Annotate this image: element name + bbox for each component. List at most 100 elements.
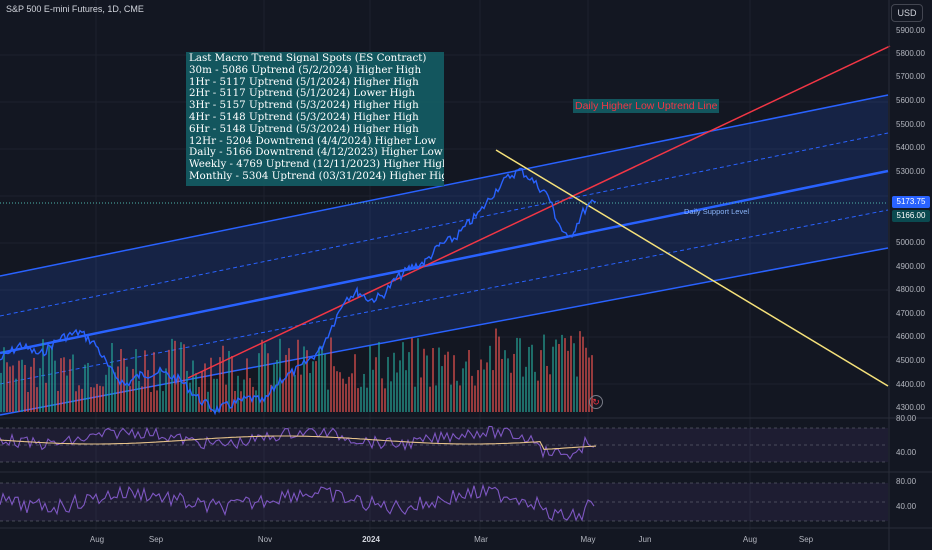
volume-bar bbox=[240, 391, 242, 412]
volume-bar bbox=[393, 352, 395, 412]
volume-bar bbox=[204, 363, 206, 412]
info-box-heading: Last Macro Trend Signal Spots (ES Contra… bbox=[189, 52, 427, 64]
volume-bar bbox=[486, 362, 488, 412]
last-price-tag: 5173.75 bbox=[892, 196, 930, 208]
volume-bar bbox=[360, 386, 362, 412]
volume-bar bbox=[477, 370, 479, 412]
volume-bar bbox=[264, 343, 266, 412]
price-axis-tick: 4900.00 bbox=[896, 262, 925, 271]
volume-bar bbox=[330, 337, 332, 412]
volume-bar bbox=[162, 391, 164, 412]
volume-bar bbox=[117, 366, 119, 412]
channel-upper-line[interactable] bbox=[0, 94, 889, 277]
indicator-pane-1[interactable] bbox=[0, 417, 932, 463]
volume-bar bbox=[414, 386, 416, 412]
volume-bar bbox=[549, 374, 551, 412]
volume-bar bbox=[399, 360, 401, 412]
volume-bar bbox=[120, 349, 122, 412]
volume-bar bbox=[141, 386, 143, 412]
volume-bar bbox=[453, 355, 455, 412]
volume-bar bbox=[261, 339, 263, 412]
volume-bar bbox=[27, 391, 29, 412]
price-axis-tick: 4500.00 bbox=[896, 356, 925, 365]
volume-bar bbox=[171, 338, 173, 412]
macro-trend-info-box[interactable]: Last Macro Trend Signal Spots (ES Contra… bbox=[186, 52, 444, 186]
trend-line-label[interactable]: Daily Higher Low Uptrend Line bbox=[573, 99, 720, 113]
volume-bar bbox=[246, 358, 248, 412]
time-axis-tick: Jun bbox=[638, 535, 652, 544]
volume-bar bbox=[210, 357, 212, 412]
volume-bar bbox=[573, 343, 575, 412]
higher-low-uptrend-line[interactable] bbox=[187, 45, 891, 379]
volume-bar bbox=[102, 386, 104, 412]
volume-bar bbox=[144, 350, 146, 412]
volume-bar bbox=[441, 366, 443, 412]
volume-bar bbox=[216, 378, 218, 412]
volume-bar bbox=[333, 366, 335, 412]
volume-bar bbox=[75, 391, 77, 412]
time-axis-tick: Nov bbox=[257, 535, 273, 544]
volume-bar bbox=[465, 361, 467, 412]
volume-bar bbox=[411, 338, 413, 412]
volume-bar bbox=[324, 354, 326, 412]
symbol-title[interactable]: S&P 500 E-mini Futures, 1D, CME bbox=[6, 4, 144, 14]
volume-bar bbox=[0, 372, 2, 412]
volume-bar bbox=[423, 348, 425, 412]
volume-bar bbox=[159, 367, 161, 412]
info-box-line: 4Hr - 5148 Uptrend (5/3/2024) Higher Hig… bbox=[189, 110, 419, 123]
volume-bar bbox=[87, 362, 89, 412]
price-axis-tick: 5600.00 bbox=[896, 96, 925, 105]
volume-bar bbox=[552, 346, 554, 412]
price-axis-tick: 5400.00 bbox=[896, 143, 925, 152]
volume-bar bbox=[81, 388, 83, 412]
volume-bar bbox=[522, 376, 524, 412]
price-line[interactable] bbox=[0, 167, 597, 416]
support-level-label[interactable]: Daily Support Level bbox=[684, 207, 750, 216]
volume-bar bbox=[150, 391, 152, 412]
channel-fill bbox=[0, 95, 888, 415]
volume-bar bbox=[297, 339, 299, 412]
volume-bar bbox=[468, 350, 470, 412]
volume-bar bbox=[342, 378, 344, 412]
volume-bar bbox=[426, 355, 428, 412]
volume-bar bbox=[222, 345, 224, 412]
volume-bar bbox=[519, 338, 521, 412]
volume-bar bbox=[492, 370, 494, 412]
price-axis-tick: 5300.00 bbox=[896, 167, 925, 176]
replay-icon[interactable]: ↻ bbox=[589, 395, 603, 409]
volume-bar bbox=[315, 361, 317, 412]
currency-button[interactable]: USD bbox=[891, 4, 923, 22]
volume-bar bbox=[378, 341, 380, 412]
channel-mid-line[interactable] bbox=[0, 169, 889, 355]
volume-bar bbox=[309, 373, 311, 412]
volume-bar bbox=[459, 385, 461, 412]
volume-bar bbox=[321, 346, 323, 412]
volume-bar bbox=[570, 335, 572, 412]
volume-bar bbox=[255, 390, 257, 412]
volume-bar bbox=[408, 352, 410, 412]
volume-bar bbox=[285, 354, 287, 412]
volume-bar bbox=[57, 390, 59, 412]
volume-bar bbox=[231, 356, 233, 412]
volume-bar bbox=[108, 366, 110, 412]
volume-bar bbox=[114, 372, 116, 412]
volume-bar bbox=[390, 381, 392, 412]
rsi-line-2 bbox=[0, 483, 595, 522]
volume-bar bbox=[111, 343, 113, 412]
volume-bar bbox=[537, 380, 539, 412]
volume-bar bbox=[375, 357, 377, 412]
volume-bar bbox=[189, 382, 191, 412]
volume-bar bbox=[438, 347, 440, 412]
volume-bar bbox=[105, 374, 107, 412]
volume-bar bbox=[432, 348, 434, 412]
volume-bar bbox=[588, 357, 590, 412]
indicator-pane-2[interactable] bbox=[0, 471, 932, 522]
volume-bar bbox=[582, 336, 584, 412]
volume-bar bbox=[585, 347, 587, 412]
volume-bar bbox=[129, 386, 131, 412]
volume-bar bbox=[540, 350, 542, 412]
volume-bar bbox=[546, 365, 548, 412]
volume-bar bbox=[276, 359, 278, 412]
downtrend-line[interactable] bbox=[495, 149, 889, 387]
